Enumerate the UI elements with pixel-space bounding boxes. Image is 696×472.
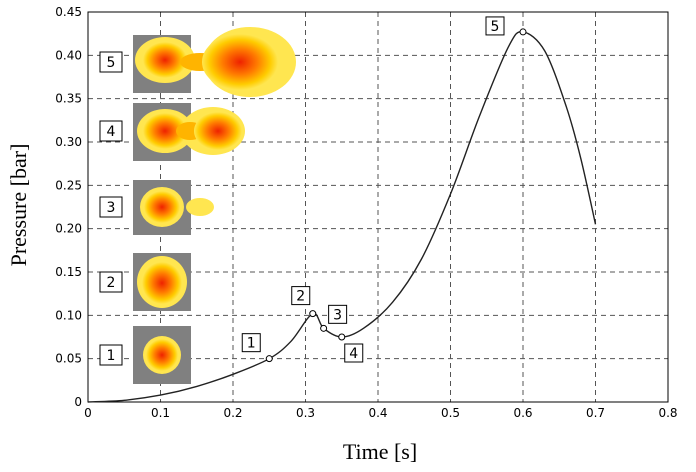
marked-point-5 [519, 28, 527, 36]
series-line [87, 31, 597, 403]
x-tick-label: 0 [84, 406, 92, 420]
x-tick-label: 0.7 [586, 406, 605, 420]
x-tick-label: 0.1 [151, 406, 170, 420]
pressure-curve [87, 31, 597, 403]
point-label-box [344, 343, 364, 363]
y-tick-label: 0.20 [55, 222, 82, 236]
y-tick-label: 0.10 [55, 308, 82, 322]
marked-point-2 [309, 310, 317, 318]
x-tick-label: 0.2 [223, 406, 242, 420]
point-label: 3 [333, 307, 342, 323]
point-label-box [328, 304, 348, 324]
point-label: 4 [349, 346, 358, 362]
x-tick-label: 0.3 [296, 406, 315, 420]
inset-label-box [99, 344, 123, 366]
point-label: 5 [491, 19, 500, 35]
x-tick-label: 0.6 [513, 406, 532, 420]
flame-inset-5 [133, 27, 296, 97]
y-tick-label: 0.45 [55, 5, 82, 19]
flame-inset-1 [133, 326, 191, 384]
point-label-box [485, 16, 505, 36]
point-label-box [291, 286, 311, 306]
inset-labels: 5 4 3 2 1 [99, 51, 123, 366]
x-axis-label: Time [s] [343, 439, 417, 464]
x-tick-label: 0.4 [368, 406, 387, 420]
inset-label-box [99, 51, 123, 73]
flame-inset-4 [133, 103, 245, 161]
point-label: 2 [296, 289, 305, 305]
inset-label: 1 [107, 348, 116, 364]
flame-inset-2 [133, 253, 191, 311]
inset-label-box [99, 120, 123, 142]
inset-label-box [99, 271, 123, 293]
inset-label: 3 [107, 200, 116, 216]
flame-inset-3 [133, 180, 214, 235]
point-label-box [241, 333, 261, 353]
marked-point-4 [338, 333, 346, 341]
inset-label: 5 [107, 55, 116, 71]
y-tick-label: 0.05 [55, 352, 82, 366]
y-tick-label: 0.15 [55, 265, 82, 279]
marked-points: 1 2 3 4 5 [241, 16, 527, 363]
y-tick-label: 0.35 [55, 92, 82, 106]
plot-frame [87, 11, 669, 403]
y-tick-label: 0.40 [55, 48, 82, 62]
y-tick-label: 0 [74, 395, 82, 409]
inset-label: 4 [107, 124, 116, 140]
inset-label-box [99, 196, 123, 218]
tick-labels: 0 0.1 0.2 0.3 0.4 0.5 0.6 0.7 0.8 0 0.05 0.10 0.15 0.… [55, 5, 677, 420]
y-tick-label: 0.25 [55, 178, 82, 192]
inset-label: 2 [107, 275, 116, 291]
point-label: 1 [247, 336, 256, 352]
grid [88, 12, 668, 402]
marked-point-1 [265, 355, 273, 363]
flame-insets [133, 27, 296, 384]
x-tick-label: 0.8 [658, 406, 677, 420]
y-axis-label: Pressure [bar] [6, 144, 31, 267]
y-tick-label: 0.30 [55, 135, 82, 149]
marked-point-3 [320, 324, 328, 332]
x-tick-label: 0.5 [441, 406, 460, 420]
